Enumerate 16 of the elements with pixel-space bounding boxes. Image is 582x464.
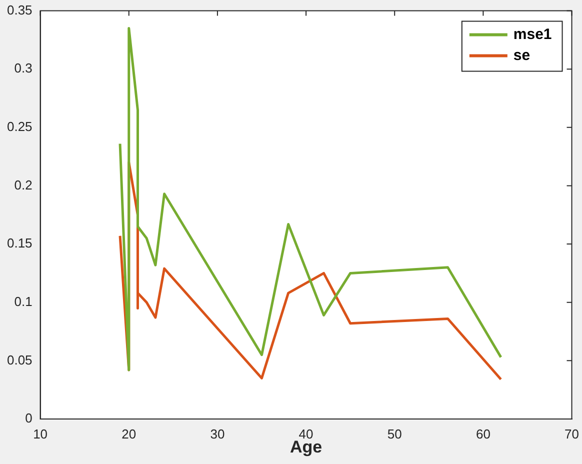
x-tick-label: 60 — [476, 426, 490, 442]
x-tick-label: 30 — [210, 426, 225, 442]
x-tick-label: 70 — [564, 426, 580, 442]
y-tick-label: 0.35 — [6, 2, 32, 18]
y-tick-label: 0.05 — [6, 352, 32, 368]
x-tick-label: 10 — [33, 426, 48, 442]
y-tick-label: 0.1 — [14, 294, 32, 309]
y-tick-label: 0.25 — [6, 119, 32, 134]
y-tick-label: 0.15 — [6, 236, 32, 251]
x-tick-label: 20 — [122, 426, 136, 442]
x-tick-label: 50 — [387, 426, 402, 442]
y-tick-label: 0 — [25, 410, 32, 426]
y-tick-label: 0.3 — [14, 60, 32, 76]
legend-label: mse1 — [513, 26, 552, 43]
legend-label: se — [513, 46, 530, 64]
y-tick-label: 0.2 — [14, 177, 32, 192]
